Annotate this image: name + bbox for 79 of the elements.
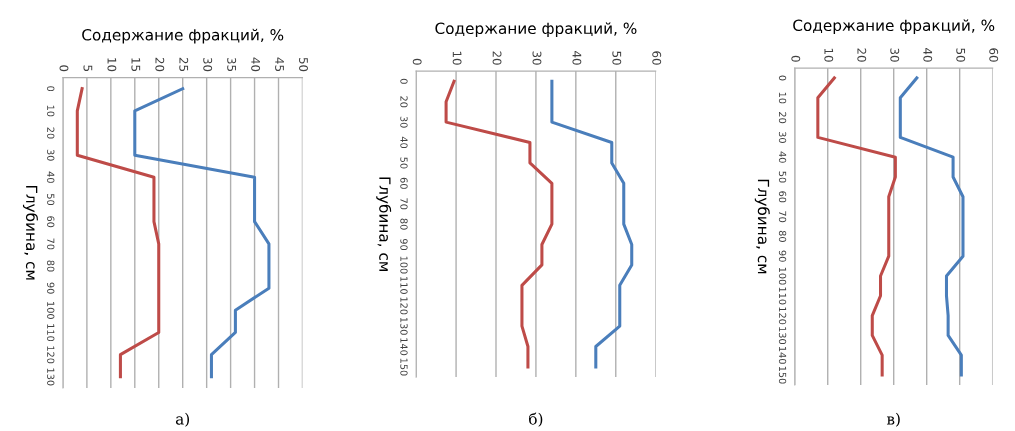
y-tick-label: 120: [400, 297, 408, 315]
y-tick-label: 100: [47, 302, 55, 319]
y-tick-label: 30: [47, 149, 55, 161]
text: в): [886, 412, 900, 427]
x-tick-label: 20: [155, 57, 165, 72]
y-tick-label: 70: [47, 238, 55, 250]
y-tick-label: 130: [400, 317, 408, 335]
y-tick-label: 0: [400, 78, 408, 84]
text: а): [175, 412, 190, 427]
y-tick-label: 60: [400, 177, 408, 189]
x-tick-label: 10: [824, 48, 834, 62]
y-tick-label: 20: [47, 127, 55, 139]
x-tick-label: 40: [251, 57, 261, 72]
x-tick-label: 30: [890, 48, 900, 62]
x-axis-title: Содержание фракций, %: [793, 19, 995, 35]
y-tick-label: 50: [778, 171, 787, 183]
y-tick-label: 130: [778, 327, 787, 345]
x-tick-label: 50: [299, 57, 308, 72]
x-tick-label: 40: [572, 51, 582, 65]
x-tick-label: 30: [532, 51, 542, 65]
y-tick-label: 40: [47, 171, 55, 183]
x-tick-label: 20: [857, 48, 867, 62]
y-tick-label: 80: [400, 218, 408, 230]
y-tick-label: 90: [778, 250, 787, 262]
y-tick-label: 30: [778, 131, 787, 143]
y-tick-label: 140: [778, 346, 787, 364]
y-tick-label: 0: [778, 75, 787, 81]
y-tick-label: 110: [47, 324, 55, 342]
x-tick-label: 45: [275, 57, 284, 71]
y-tick-label: 100: [778, 267, 787, 285]
text: б): [528, 412, 543, 427]
y-tick-label: 80: [47, 260, 55, 272]
x-tick-label: 25: [179, 57, 189, 71]
x-tick-label: 50: [956, 48, 966, 62]
x-tick-label: 0: [791, 55, 801, 62]
y-tick-label: 110: [778, 287, 787, 305]
y-tick-label: 0: [47, 86, 55, 92]
y-tick-label: 90: [400, 238, 408, 251]
y-tick-label: 60: [47, 216, 55, 228]
y-tick-label: 40: [400, 136, 408, 149]
x-tick-label: 10: [452, 51, 462, 65]
x-tick-label: 10: [107, 58, 117, 72]
y-tick-label: 70: [400, 198, 408, 210]
x-tick-label: 15: [131, 58, 141, 71]
y-tick-label: 50: [400, 157, 408, 169]
y-axis-title: Глубина, см: [22, 186, 39, 280]
y-tick-label: 60: [778, 191, 787, 203]
y-tick-label: 150: [778, 366, 787, 384]
x-tick-label: 40: [923, 48, 933, 62]
x-tick-label: 20: [492, 51, 502, 65]
y-tick-label: 80: [778, 230, 787, 242]
y-tick-label: 50: [47, 194, 55, 206]
y-axis-title: Глубина, см: [754, 179, 770, 274]
x-axis-title: Содержание фракций, %: [82, 28, 284, 44]
y-axis-title: Глубина, см: [376, 177, 392, 271]
y-tick-label: 110: [400, 277, 408, 294]
y-tick-label: 10: [778, 92, 787, 104]
y-tick-label: 20: [778, 112, 787, 124]
x-tick-label: 50: [612, 51, 622, 65]
y-tick-label: 20: [400, 96, 408, 108]
y-tick-label: 140: [400, 338, 408, 356]
x-tick-label: 35: [227, 57, 237, 71]
y-tick-label: 90: [47, 282, 55, 294]
y-tick-label: 150: [400, 358, 408, 376]
y-tick-label: 120: [47, 346, 55, 364]
x-tick-label: 30: [203, 57, 213, 72]
y-tick-label: 120: [778, 307, 787, 325]
x-tick-label: 60: [989, 48, 999, 62]
x-tick-label: 60: [652, 51, 662, 65]
y-tick-label: 70: [778, 211, 787, 223]
y-tick-label: 10: [47, 105, 55, 117]
x-tick-label: 0: [412, 58, 422, 65]
y-tick-label: 40: [778, 151, 787, 163]
x-tick-label: 0: [59, 65, 69, 72]
y-tick-label: 100: [400, 256, 408, 274]
y-tick-label: 30: [400, 116, 408, 128]
x-axis-title: Содержание фракций, %: [435, 22, 637, 38]
x-tick-label: 5: [83, 65, 93, 71]
y-tick-label: 130: [47, 368, 55, 386]
